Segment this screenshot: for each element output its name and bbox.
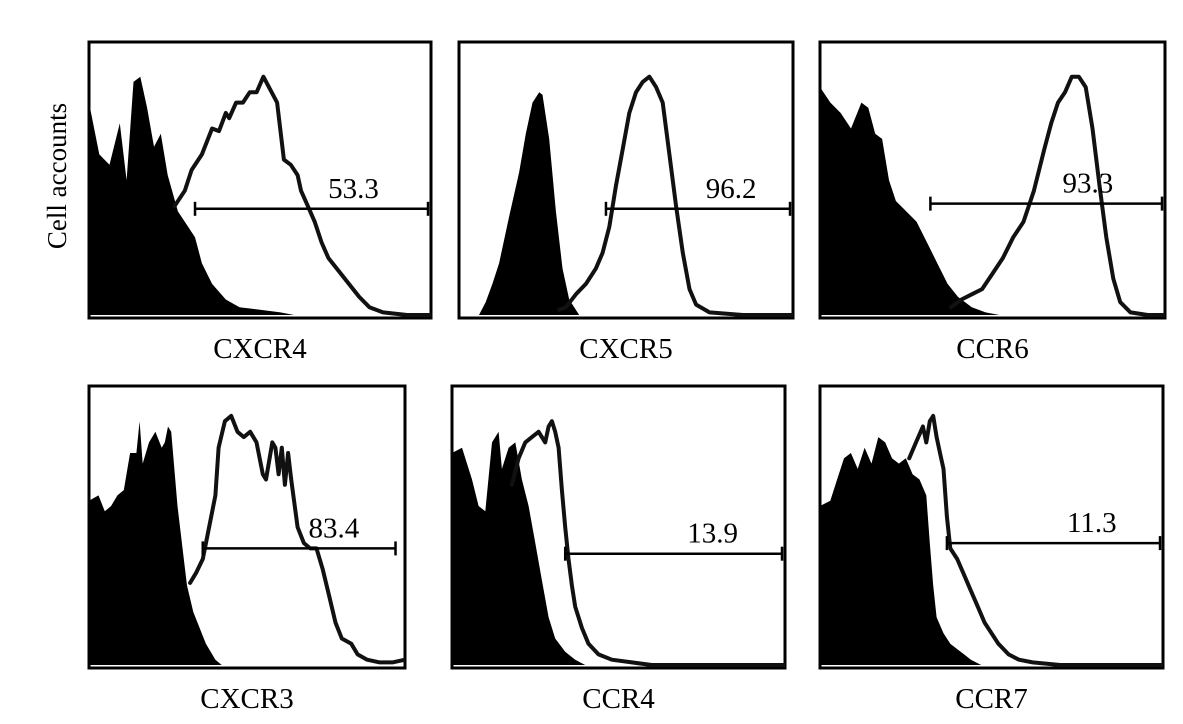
histogram-panel-cxcr4: 53.3 CXCR4 (87, 40, 433, 365)
panel-plot-area (820, 74, 1165, 317)
stained-histogram (557, 74, 793, 317)
gate-percent-label: 11.3 (1067, 507, 1117, 539)
y-axis-label: Cell accounts (42, 103, 72, 249)
panel-plot-area (89, 74, 431, 317)
panel-plot-area (89, 413, 405, 665)
marker-label: CXCR4 (213, 333, 307, 365)
histogram-panel-ccr4: 13.9 CCR4 (450, 384, 787, 715)
marker-label: CCR4 (582, 683, 655, 715)
panel-grid: 53.3 CXCR4 96.2 CXCR5 93.3 CCR6 83.4 CXCR3 13.9 C… (87, 40, 1167, 715)
marker-label: CCR7 (955, 683, 1028, 715)
stained-histogram (188, 413, 405, 665)
stained-histogram (509, 419, 785, 667)
stained-histogram (949, 74, 1165, 317)
histogram-panel-cxcr5: 96.2 CXCR5 (457, 40, 795, 365)
marker-label: CXCR3 (200, 683, 293, 715)
histogram-panel-cxcr3: 83.4 CXCR3 (87, 384, 407, 715)
stained-histogram (907, 413, 1163, 667)
gate-percent-label: 83.4 (308, 512, 359, 544)
marker-label: CCR6 (956, 333, 1029, 365)
gate-percent-label: 53.3 (328, 173, 379, 205)
isotype-control-histogram (820, 87, 1000, 315)
panel-plot-area (820, 413, 1163, 667)
stained-histogram (172, 74, 431, 317)
panel-plot-area (479, 74, 793, 317)
gate-percent-label: 13.9 (687, 518, 738, 550)
marker-label: CXCR5 (579, 333, 672, 365)
isotype-control-histogram (820, 437, 982, 665)
panel-plot-area (452, 419, 785, 667)
histogram-panel-ccr6: 93.3 CCR6 (818, 40, 1167, 365)
gate-percent-label: 96.2 (706, 173, 757, 205)
gate-percent-label: 93.3 (1063, 168, 1114, 200)
isotype-control-histogram (89, 76, 295, 315)
isotype-control-histogram (452, 431, 586, 665)
isotype-control-histogram (479, 92, 580, 315)
isotype-control-histogram (89, 421, 222, 665)
histogram-panel-ccr7: 11.3 CCR7 (818, 384, 1165, 715)
